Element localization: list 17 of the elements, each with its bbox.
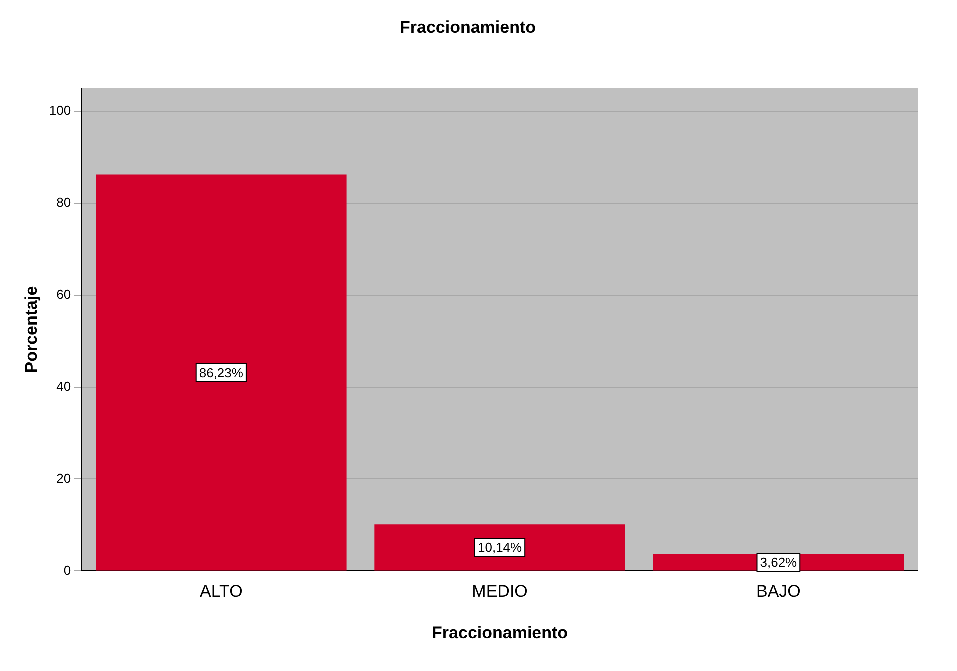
x-tick-label: ALTO (200, 582, 243, 602)
y-axis-title: Porcentaje (22, 286, 41, 374)
x-tick-label: MEDIO (472, 582, 528, 602)
y-tick-label: 0 (64, 562, 72, 578)
chart-title: Fraccionamiento (400, 18, 536, 37)
bar (96, 174, 347, 571)
y-tick-label: 40 (56, 378, 72, 394)
y-tick-label: 60 (56, 286, 72, 302)
data-label: 10,14% (478, 540, 523, 556)
y-tick-label: 100 (49, 102, 72, 118)
data-label: 86,23% (199, 365, 244, 380)
x-tick-label: BAJO (756, 582, 801, 602)
x-axis-title: Fraccionamiento (432, 623, 568, 642)
y-tick-label: 20 (56, 470, 72, 486)
y-tick-label: 80 (56, 194, 72, 210)
data-label: 3,62% (760, 555, 798, 570)
bar (374, 524, 626, 571)
